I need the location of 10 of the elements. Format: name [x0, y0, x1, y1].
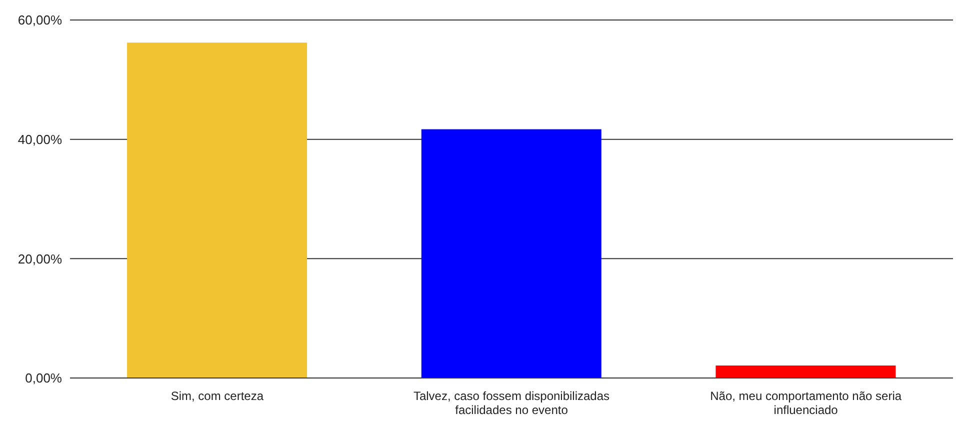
bar — [716, 365, 896, 378]
y-tick-label: 40,00% — [18, 132, 62, 147]
y-tick-label: 20,00% — [18, 251, 62, 266]
x-tick-label: Não, meu comportamento não seria influenciado — [710, 389, 902, 417]
x-tick-label: Sim, com certeza — [170, 389, 264, 403]
y-tick-label: 60,00% — [18, 12, 62, 28]
bar — [127, 42, 308, 378]
x-tick-label: Talvez, caso fossem disponibilizadas facilidades no evento — [413, 389, 610, 417]
y-tick-label: 0,00% — [25, 370, 62, 386]
bar — [421, 129, 602, 378]
